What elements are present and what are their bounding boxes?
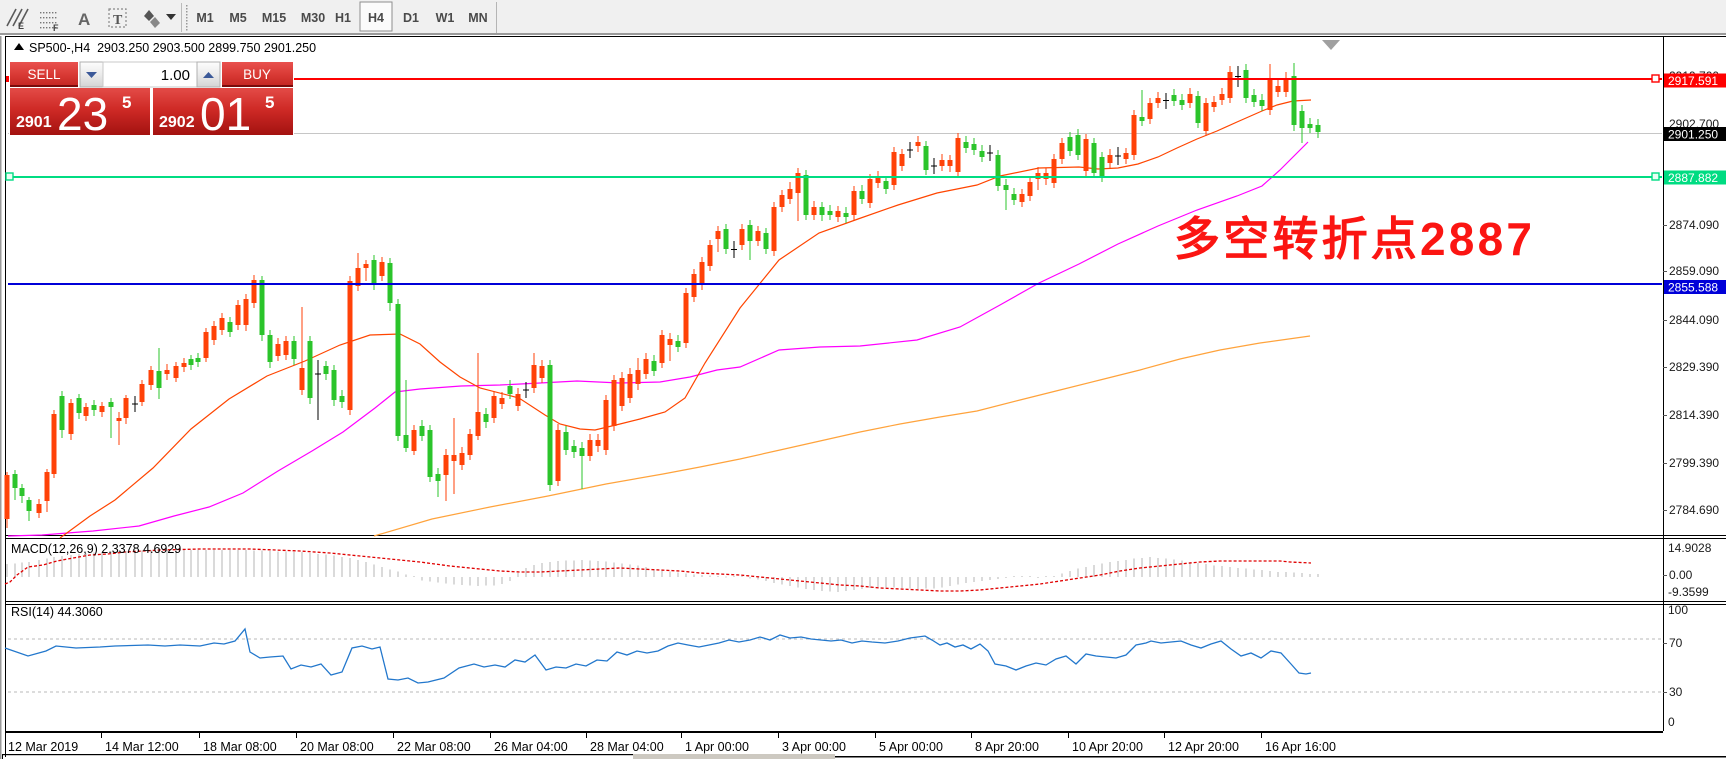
svg-text:D1: D1: [403, 11, 419, 25]
svg-text:2917.591: 2917.591: [1668, 74, 1718, 88]
svg-text:2887.882: 2887.882: [1668, 171, 1718, 185]
svg-text:2784.690: 2784.690: [1669, 503, 1719, 517]
svg-text:H1: H1: [335, 11, 351, 25]
svg-text:2902: 2902: [159, 114, 195, 131]
svg-text:12 Apr 20:00: 12 Apr 20:00: [1168, 740, 1239, 754]
svg-text:M30: M30: [301, 11, 325, 25]
svg-text:2814.390: 2814.390: [1669, 408, 1719, 422]
svg-text:3 Apr 00:00: 3 Apr 00:00: [782, 740, 846, 754]
svg-text:F: F: [53, 23, 59, 33]
svg-text:2859.090: 2859.090: [1669, 264, 1719, 278]
svg-text:MACD(12,26,9) 2.3378 4.6929: MACD(12,26,9) 2.3378 4.6929: [11, 542, 181, 556]
svg-text:2829.390: 2829.390: [1669, 360, 1719, 374]
svg-text:12 Mar 2019: 12 Mar 2019: [8, 740, 78, 754]
svg-text:MN: MN: [468, 11, 487, 25]
svg-text:10 Apr 20:00: 10 Apr 20:00: [1072, 740, 1143, 754]
svg-text:W1: W1: [436, 11, 455, 25]
svg-text:2901: 2901: [16, 114, 52, 131]
svg-text:A: A: [78, 10, 90, 29]
svg-text:1.00: 1.00: [161, 67, 190, 84]
svg-text:23: 23: [57, 88, 108, 140]
svg-text:5: 5: [122, 93, 131, 112]
svg-text:H4: H4: [368, 11, 384, 25]
svg-text:BUY: BUY: [243, 67, 271, 82]
svg-text:100: 100: [1668, 603, 1688, 617]
svg-text:E: E: [18, 21, 24, 31]
svg-text:70: 70: [1669, 636, 1683, 650]
svg-text:T: T: [113, 13, 123, 28]
svg-text:M15: M15: [262, 11, 286, 25]
svg-text:14 Mar 12:00: 14 Mar 12:00: [105, 740, 179, 754]
svg-text:16 Apr 16:00: 16 Apr 16:00: [1265, 740, 1336, 754]
svg-text:14.9028: 14.9028: [1668, 541, 1712, 555]
svg-text:M5: M5: [229, 11, 246, 25]
svg-text:SELL: SELL: [27, 67, 61, 82]
svg-text:2844.090: 2844.090: [1669, 313, 1719, 327]
svg-text:01: 01: [200, 88, 251, 140]
svg-text:RSI(14) 44.3060: RSI(14) 44.3060: [11, 605, 103, 619]
svg-text:2855.588: 2855.588: [1668, 281, 1718, 295]
svg-text:0: 0: [1668, 715, 1675, 729]
svg-text:M1: M1: [196, 11, 213, 25]
svg-text:SP500-,H4 2903.250 2903.500 2: SP500-,H4 2903.250 2903.500 2899.750 290…: [29, 41, 316, 55]
svg-text:0.00: 0.00: [1669, 568, 1693, 582]
svg-text:28 Mar 04:00: 28 Mar 04:00: [590, 740, 664, 754]
svg-text:1 Apr 00:00: 1 Apr 00:00: [685, 740, 749, 754]
svg-text:20 Mar 08:00: 20 Mar 08:00: [300, 740, 374, 754]
svg-text:8 Apr 20:00: 8 Apr 20:00: [975, 740, 1039, 754]
svg-text:26 Mar 04:00: 26 Mar 04:00: [494, 740, 568, 754]
svg-text:多空转折点2887: 多空转折点2887: [1174, 213, 1535, 265]
svg-text:5 Apr 00:00: 5 Apr 00:00: [879, 740, 943, 754]
svg-text:30: 30: [1669, 685, 1683, 699]
svg-text:2901.250: 2901.250: [1668, 128, 1718, 142]
svg-text:2799.390: 2799.390: [1669, 456, 1719, 470]
svg-text:22 Mar 08:00: 22 Mar 08:00: [397, 740, 471, 754]
svg-text:2874.090: 2874.090: [1669, 218, 1719, 232]
svg-text:-9.3599: -9.3599: [1668, 585, 1709, 599]
svg-text:5: 5: [265, 93, 274, 112]
svg-text:18 Mar 08:00: 18 Mar 08:00: [203, 740, 277, 754]
